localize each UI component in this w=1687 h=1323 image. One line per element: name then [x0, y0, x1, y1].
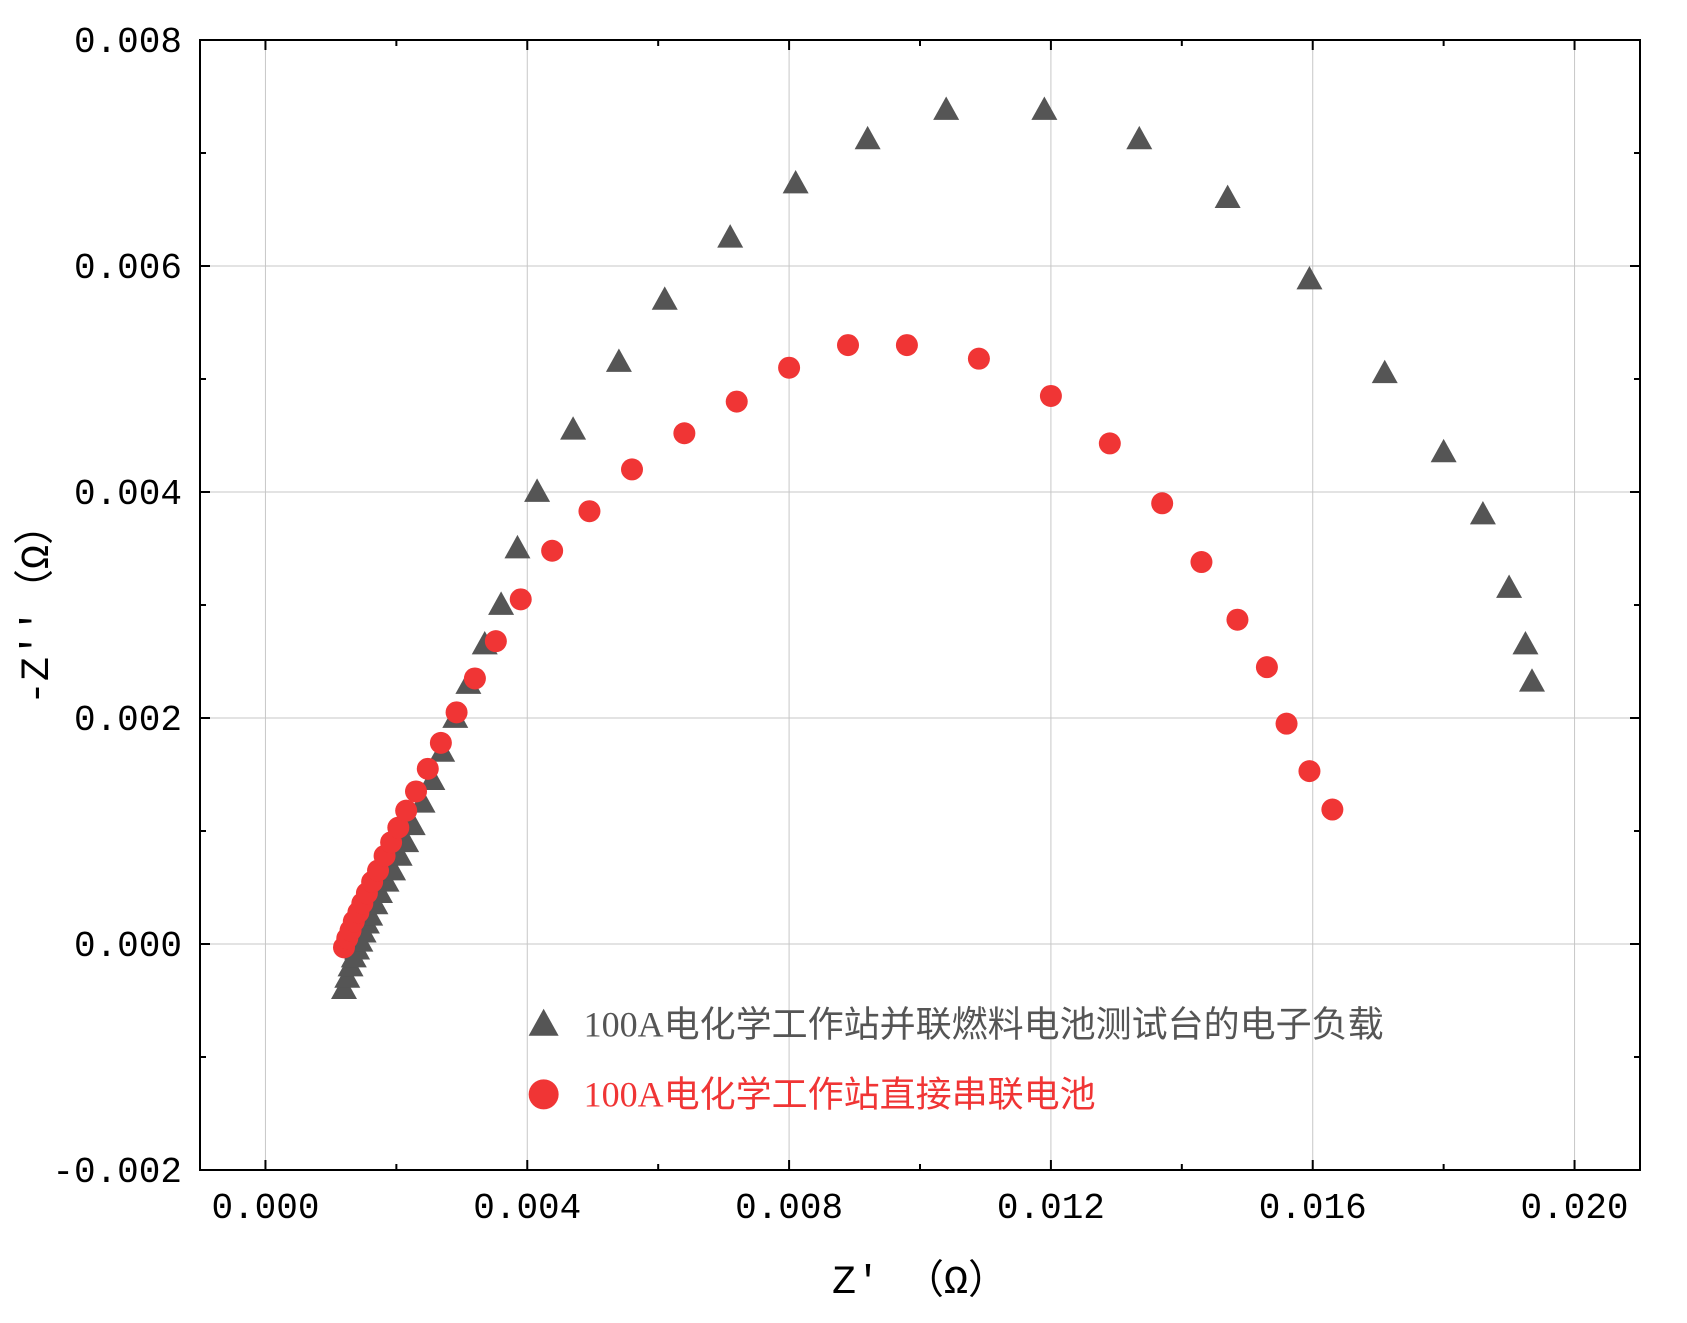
- chart-svg: 0.000 0.004 0.008 0.012 0.016 0.020 -0.002 0.00…: [0, 0, 1687, 1323]
- y-tick-label: 0.000: [74, 926, 182, 967]
- y-tick-label: 0.002: [74, 700, 182, 741]
- y-tick-label: 0.008: [74, 22, 182, 63]
- x-tick-label: 0.020: [1521, 1188, 1629, 1229]
- x-axis-label: Z' （Ω）: [832, 1258, 1008, 1306]
- legend-label-series_b: 100A电化学工作站直接串联电池: [584, 1074, 1096, 1114]
- x-tick-label: 0.000: [211, 1188, 319, 1229]
- y-tick-label: 0.006: [74, 248, 182, 289]
- y-tick-label: -0.002: [52, 1152, 182, 1193]
- nyquist-plot: 0.000 0.004 0.008 0.012 0.016 0.020 -0.002 0.00…: [0, 0, 1687, 1323]
- x-tick-label: 0.016: [1259, 1188, 1367, 1229]
- x-tick-label: 0.008: [735, 1188, 843, 1229]
- x-tick-label: 0.004: [473, 1188, 581, 1229]
- y-axis-label: -Z''（Ω）: [13, 505, 61, 705]
- x-tick-label: 0.012: [997, 1188, 1105, 1229]
- y-tick-label: 0.004: [74, 474, 182, 515]
- legend-label-series_a: 100A电化学工作站并联燃料电池测试台的电子负载: [584, 1004, 1384, 1044]
